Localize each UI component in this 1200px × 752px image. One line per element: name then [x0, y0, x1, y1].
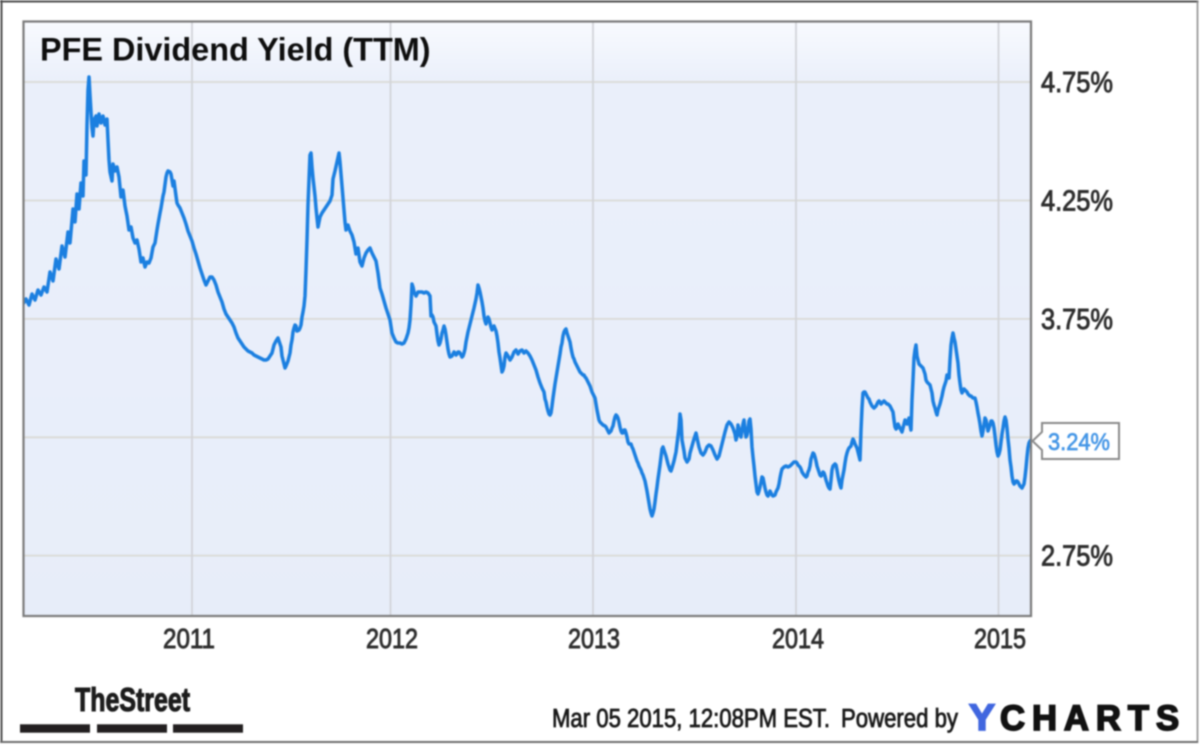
- svg-text:4.25%: 4.25%: [1041, 186, 1113, 218]
- svg-text:CHARTS: CHARTS: [1000, 699, 1186, 738]
- svg-text:4.75%: 4.75%: [1041, 67, 1113, 99]
- svg-text:2.75%: 2.75%: [1041, 541, 1113, 573]
- svg-text:2012: 2012: [366, 623, 418, 654]
- svg-text:Powered by: Powered by: [841, 705, 958, 733]
- svg-text:Y: Y: [969, 697, 995, 738]
- svg-text:TheStreet: TheStreet: [75, 681, 190, 718]
- svg-text:2013: 2013: [568, 623, 620, 654]
- svg-text:PFE Dividend Yield (TTM): PFE Dividend Yield (TTM): [40, 32, 431, 68]
- svg-text:2014: 2014: [772, 623, 824, 654]
- svg-text:2015: 2015: [974, 623, 1026, 654]
- svg-text:2011: 2011: [163, 623, 215, 654]
- svg-text:3.75%: 3.75%: [1041, 304, 1113, 336]
- svg-text:Mar 05 2015, 12:08PM EST.: Mar 05 2015, 12:08PM EST.: [552, 705, 830, 733]
- svg-text:3.24%: 3.24%: [1048, 429, 1110, 456]
